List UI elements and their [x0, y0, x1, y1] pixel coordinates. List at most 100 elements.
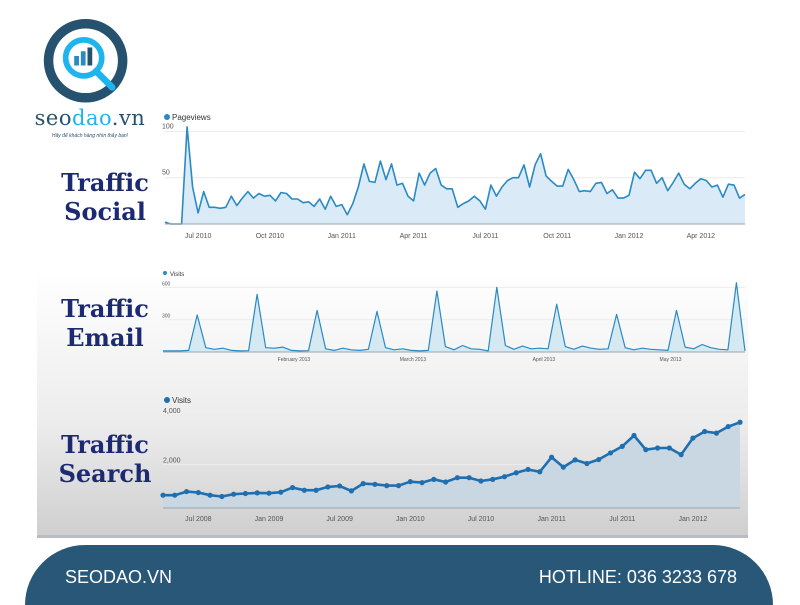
title-line: Social: [64, 197, 146, 226]
data-point: [584, 460, 590, 467]
x-tick-label: March 2013: [400, 357, 427, 363]
legend-label: Visits: [172, 396, 191, 405]
data-point: [713, 430, 720, 436]
data-point: [631, 432, 637, 439]
data-point: [619, 443, 625, 449]
data-point: [419, 480, 425, 486]
chart-search-visits: 4,000 2,000 Jul 2008 Jan 2009 Jul 2009 Jan 20…: [160, 396, 743, 523]
chart-social-pageviews: 100 50 Jul 2010 Oct 2010 Jan 2011 Apr 2011 Jul…: [162, 113, 746, 240]
data-point: [654, 445, 661, 451]
x-tick-label: Apr 2011: [400, 233, 428, 240]
title-line: Email: [66, 323, 144, 352]
y-tick-label: 600: [162, 281, 171, 287]
x-tick-label: Oct 2011: [543, 233, 571, 240]
data-point: [737, 419, 743, 425]
data-point: [384, 483, 390, 489]
data-point: [513, 470, 519, 476]
data-point: [643, 447, 649, 453]
x-tick-label: Oct 2010: [256, 233, 285, 240]
x-tick-label: Jan 2009: [255, 516, 284, 523]
brand-prefix: seo: [34, 106, 73, 130]
title-line: Traffic: [61, 430, 149, 459]
chart-email-visits: 600 300 February 2013 March 2013 April 2013 M…: [162, 271, 746, 363]
data-point: [501, 474, 508, 480]
y-tick-label: 100: [162, 123, 174, 130]
data-point: [231, 491, 237, 497]
data-point: [466, 475, 472, 481]
title-traffic-social: Traffic Social: [50, 168, 160, 226]
title-line: Traffic: [61, 294, 149, 323]
data-point: [560, 464, 566, 470]
data-point: [242, 490, 249, 497]
data-point: [301, 487, 307, 493]
data-point: [525, 466, 531, 473]
title-line: Search: [58, 459, 152, 488]
legend-label: Pageviews: [172, 113, 211, 122]
legend-label: Visits: [170, 272, 184, 278]
x-tick-label: Jan 2012: [678, 516, 707, 523]
x-tick-label: Jan 2011: [328, 233, 356, 240]
x-tick-label: April 2013: [533, 357, 556, 363]
brand-name: seodao.vn: [30, 106, 150, 130]
data-point: [360, 481, 366, 487]
data-point: [289, 484, 296, 491]
data-point: [160, 492, 166, 498]
footer-site[interactable]: SEODAO.VN: [65, 567, 173, 587]
x-tick-label: Jan 2012: [615, 233, 644, 240]
data-point: [607, 450, 614, 456]
seodao-logo-icon: [43, 18, 128, 103]
x-tick-label: Apr 2012: [687, 233, 716, 240]
data-point: [431, 476, 437, 482]
data-point: [725, 423, 731, 430]
x-tick-label: Jul 2010: [468, 516, 495, 523]
data-point: [207, 492, 213, 498]
x-tick-label: Jul 2011: [472, 233, 498, 240]
data-point: [548, 454, 555, 460]
x-tick-label: May 2013: [660, 357, 682, 363]
y-tick-label: 2,000: [163, 458, 181, 465]
data-point: [183, 488, 190, 495]
data-point: [313, 487, 319, 493]
legend-dot-icon: [164, 114, 170, 120]
brand-accent: dao: [72, 106, 112, 130]
data-point: [395, 483, 402, 489]
series-area: [163, 422, 740, 508]
title-traffic-search: Traffic Search: [50, 430, 160, 488]
y-tick-label: 4,000: [163, 408, 181, 415]
y-tick-label: 300: [162, 314, 171, 320]
data-point: [443, 479, 449, 485]
data-point: [348, 488, 355, 494]
data-point: [537, 469, 543, 475]
data-point: [172, 492, 178, 498]
footer-bar: SEODAO.VN HOTLINE: 036 3233 678: [25, 545, 773, 605]
data-point: [454, 475, 460, 481]
x-tick-label: Jul 2009: [326, 516, 353, 523]
title-traffic-email: Traffic Email: [50, 294, 160, 352]
data-point: [666, 445, 672, 451]
data-point: [490, 476, 496, 482]
x-tick-label: Jul 2008: [185, 516, 212, 523]
data-point: [690, 435, 696, 441]
x-tick-label: February 2013: [278, 357, 311, 363]
data-point: [219, 493, 225, 500]
series-line: [163, 282, 746, 352]
brand-tagline: Hãy để khách hàng nhìn thấy bạn!: [51, 133, 129, 139]
data-point: [266, 490, 272, 496]
brand-suffix: .vn: [111, 106, 146, 130]
data-point: [407, 479, 413, 485]
footer-hotline[interactable]: HOTLINE: 036 3233 678: [538, 567, 737, 587]
series-line: [164, 126, 746, 225]
x-tick-label: Jan 2011: [537, 516, 565, 523]
x-tick-label: Jul 2010: [185, 233, 212, 240]
legend-dot-icon: [163, 271, 167, 275]
data-point: [254, 490, 260, 496]
y-tick-label: 50: [162, 170, 170, 177]
data-point: [278, 489, 284, 495]
data-point: [337, 483, 343, 489]
data-point: [702, 428, 708, 435]
legend-dot-icon: [164, 397, 170, 403]
data-point: [478, 478, 484, 484]
x-tick-label: Jan 2010: [396, 516, 425, 523]
data-point: [678, 452, 684, 458]
title-line: Traffic: [61, 168, 149, 197]
